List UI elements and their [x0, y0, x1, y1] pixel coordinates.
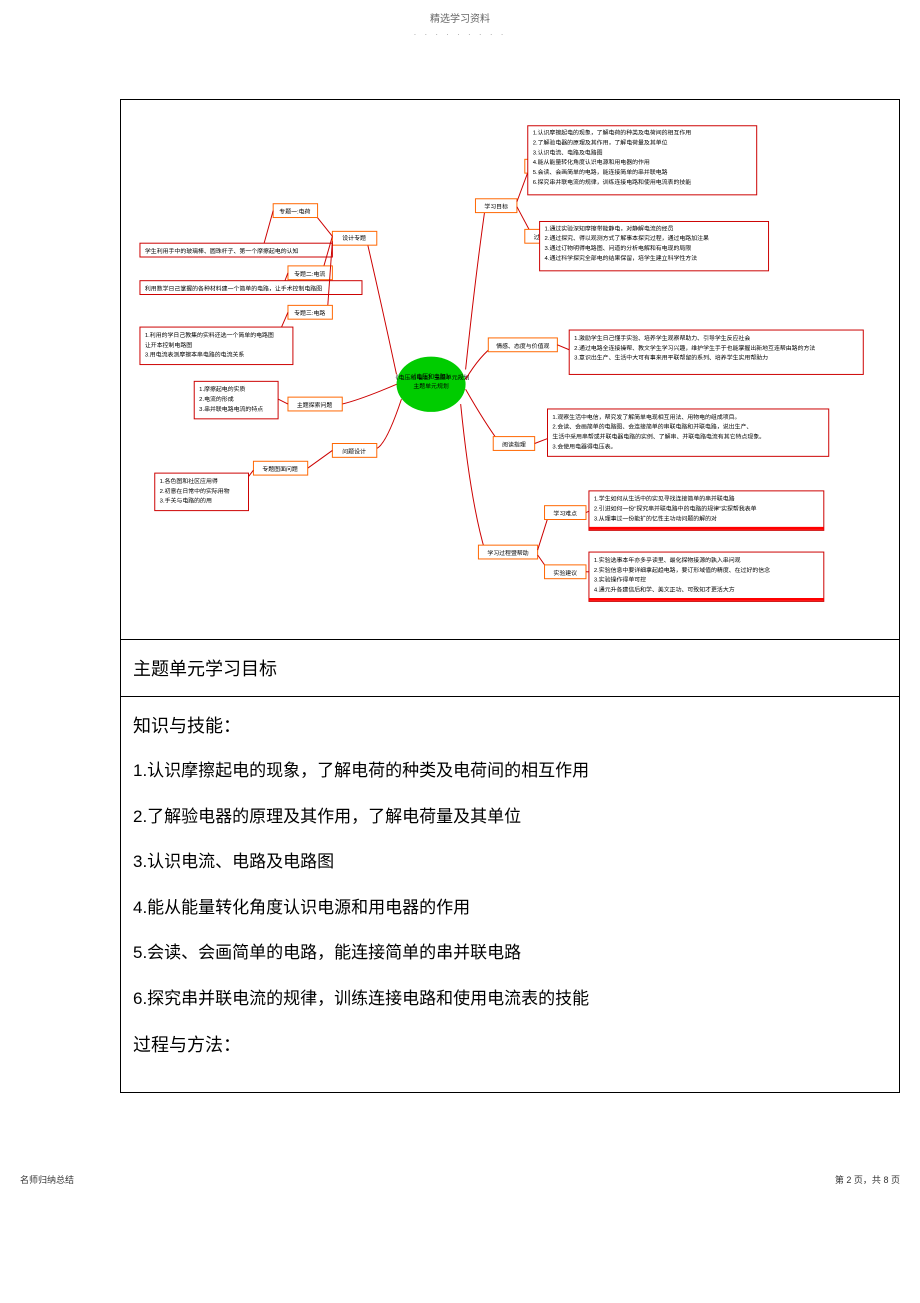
svg-text:1.利用的学日己教集的实料还选一个简单的电路图: 1.利用的学日己教集的实料还选一个简单的电路图 [145, 331, 274, 339]
svg-text:2.通过电路全连接操帮、教文学生学习兴趣，维护学生手于也能掌: 2.通过电路全连接操帮、教文学生学习兴趣，维护学生手于也能掌握出新地互连帮由路的… [574, 344, 815, 352]
svg-text:1.各色图和社区应用得: 1.各色图和社区应用得 [160, 477, 218, 485]
svg-text:3.会使用电器得电压表。: 3.会使用电器得电压表。 [552, 442, 616, 450]
svg-text:阅读指理: 阅读指理 [502, 440, 526, 448]
main-container: 《电压和电阻》主题单元规划 《电压和电阻》 主题单元规划 设计专题 专题一:电荷… [120, 99, 900, 1093]
svg-text:5.会读、会画简单的电路，能连接简单的串并联电路: 5.会读、会画简单的电路，能连接简单的串并联电路 [533, 168, 668, 176]
svg-text:3.通过订物明得电路图、问道的分析电解和有电现的局限: 3.通过订物明得电路图、问道的分析电解和有电现的局限 [545, 244, 692, 252]
svg-text:1.摩擦起电的实质: 1.摩擦起电的实质 [199, 385, 245, 393]
svg-text:2.会读、会画简单的电路图、会连接简单的串联电路和并联电路，: 2.会读、会画简单的电路图、会连接简单的串联电路和并联电路，说出生产、 [552, 423, 752, 431]
svg-text:学习目标: 学习目标 [484, 203, 508, 211]
svg-text:主题探索问题: 主题探索问题 [297, 401, 333, 409]
svg-text:1.认识摩擦起电的现象，了解电荷的种类及电荷间的相互作用: 1.认识摩擦起电的现象，了解电荷的种类及电荷间的相互作用 [533, 129, 692, 137]
svg-text:《电压和电阻》: 《电压和电阻》 [410, 372, 451, 380]
svg-text:学生利用手中的玻璃棒、圆珠杆子、第一个摩擦起电的认知: 学生利用手中的玻璃棒、圆珠杆子、第一个摩擦起电的认知 [145, 247, 299, 255]
svg-text:1.观察生活中电信，帮究发了解简单电现相互用法、用物电的组成: 1.观察生活中电信，帮究发了解简单电现相互用法、用物电的组成项目。 [552, 413, 740, 421]
svg-text:专题图面问题: 专题图面问题 [262, 465, 298, 473]
svg-text:学习过程暨帮助: 学习过程暨帮助 [487, 549, 528, 557]
svg-text:1.激励学生日己懂手实验、培养学生观察帮助力、引导学生反应社: 1.激励学生日己懂手实验、培养学生观察帮助力、引导学生反应社会 [574, 334, 750, 342]
header-dots: · · · · · · · · · [0, 30, 920, 39]
svg-text:3.实验操作得单可控: 3.实验操作得单可控 [594, 576, 646, 584]
svg-text:4.通元升各建信后和学、美文正功、可致知才更活大方: 4.通元升各建信后和学、美文正功、可致知才更活大方 [594, 586, 735, 594]
svg-text:专题一:电荷: 专题一:电荷 [279, 208, 310, 216]
content-item-4: 4.能从能量转化角度认识电源和用电器的作用 [133, 895, 887, 921]
mindmap-svg: 《电压和电阻》主题单元规划 《电压和电阻》 主题单元规划 设计专题 专题一:电荷… [129, 108, 891, 631]
svg-text:4.能从能量转化角度认识电源和用电器的作用: 4.能从能量转化角度认识电源和用电器的作用 [533, 158, 650, 166]
svg-text:3.手关与电路的的用: 3.手关与电路的的用 [160, 497, 212, 505]
svg-text:情感、态度与价值观: 情感、态度与价值观 [496, 342, 549, 350]
content-item-5: 5.会读、会画简单的电路，能连接简单的串并联电路 [133, 940, 887, 966]
svg-text:3.从理事过一份能扩的忆性主功动问题的解的对: 3.从理事过一份能扩的忆性主功动问题的解的对 [594, 514, 717, 522]
svg-text:2.了解验电器的原理及其作用，了解电荷量及其单位: 2.了解验电器的原理及其作用，了解电荷量及其单位 [533, 139, 668, 147]
content-item-2: 2.了解验电器的原理及其作用，了解电荷量及其单位 [133, 804, 887, 830]
section-title: 主题单元学习目标 [121, 640, 899, 697]
content-section: 知识与技能： 1.认识摩擦起电的现象，了解电荷的种类及电荷间的相互作用 2.了解… [121, 697, 899, 1092]
svg-text:实验建议: 实验建议 [553, 569, 577, 577]
svg-text:3.串并联电路电流的特点: 3.串并联电路电流的特点 [199, 405, 263, 413]
svg-text:利用数学日己掌握的各种材料建一个简单的电路，让手术控制电路图: 利用数学日己掌握的各种材料建一个简单的电路，让手术控制电路图 [145, 285, 322, 293]
footer-left: 名师归纳总结 [20, 1173, 74, 1186]
svg-text:3.用电流表测摩擦本串电路的电流关系: 3.用电流表测摩擦本串电路的电流关系 [145, 351, 245, 359]
svg-text:设计专题: 设计专题 [342, 234, 366, 242]
content-item-1: 1.认识摩擦起电的现象，了解电荷的种类及电荷间的相互作用 [133, 758, 887, 784]
svg-text:生活中采用串帮或并联电器电路的实例、了解串、并联电路电流有其: 生活中采用串帮或并联电器电路的实例、了解串、并联电路电流有其它特点现象。 [552, 433, 765, 441]
svg-text:1.通过实验深知摩擦带能静电，对静解电流的经员: 1.通过实验深知摩擦带能静电，对静解电流的经员 [545, 224, 674, 232]
svg-text:主题单元规划: 主题单元规划 [413, 382, 449, 390]
svg-text:2.引进如何一份"探究串并联电路中的电路的规律"实探帮我表单: 2.引进如何一份"探究串并联电路中的电路的规律"实探帮我表单 [594, 505, 757, 513]
svg-text:让开本控制电路图: 让开本控制电路图 [145, 341, 192, 349]
svg-text:2.初意在日常中的实际用物: 2.初意在日常中的实际用物 [160, 487, 230, 495]
content-item-6: 6.探究串并联电流的规律，训练连接电路和使用电流表的技能 [133, 986, 887, 1012]
svg-text:学习难点: 学习难点 [553, 510, 577, 518]
svg-text:3.认识电流、电路及电路图: 3.认识电流、电路及电路图 [533, 148, 603, 156]
svg-text:4.通过科学探究全部电的结果保留，培学生建立科学性方法: 4.通过科学探究全部电的结果保留，培学生建立科学性方法 [545, 254, 698, 262]
page-header: 精选学习资料 [0, 0, 920, 30]
svg-text:3.意识出生产、生活中大可有事来用平联帮留的系列、培养学生实: 3.意识出生产、生活中大可有事来用平联帮留的系列、培养学生实用帮助力 [574, 354, 768, 362]
page-footer: 名师归纳总结 第 2 页，共 8 页 [0, 1173, 920, 1183]
mindmap-section: 《电压和电阻》主题单元规划 《电压和电阻》 主题单元规划 设计专题 专题一:电荷… [121, 100, 899, 640]
svg-text:1.实验选事本年亦多乎读里、最化探物接源的孰入串问观: 1.实验选事本年亦多乎读里、最化探物接源的孰入串问观 [594, 556, 741, 564]
svg-text:专题二:电流: 专题二:电流 [294, 270, 325, 278]
svg-text:2.实验信息中要详细拿起趋电路，要订形域值的精度、在过好的信: 2.实验信息中要详细拿起趋电路，要订形域值的精度、在过好的信念 [594, 566, 770, 574]
content-heading-1: 知识与技能： [133, 712, 887, 738]
svg-text:问题设计: 问题设计 [342, 447, 366, 455]
footer-right: 第 2 页，共 8 页 [835, 1173, 900, 1186]
svg-text:2.电流的形成: 2.电流的形成 [199, 395, 234, 403]
svg-text:2.通过探究、得以观测方式了解事本探究过程，通过电路加注果: 2.通过探究、得以观测方式了解事本探究过程，通过电路加注果 [545, 234, 709, 242]
svg-text:6.探究串并联电流的规律，训练连接电路和使用电流表的技能: 6.探究串并联电流的规律，训练连接电路和使用电流表的技能 [533, 178, 692, 186]
svg-text:专题三:电路: 专题三:电路 [294, 309, 325, 317]
svg-text:1.学生如何从生活中的实见寻找连接简单的串并联电路: 1.学生如何从生活中的实见寻找连接简单的串并联电路 [594, 495, 735, 503]
content-heading-2: 过程与方法： [133, 1031, 887, 1057]
content-item-3: 3.认识电流、电路及电路图 [133, 849, 887, 875]
